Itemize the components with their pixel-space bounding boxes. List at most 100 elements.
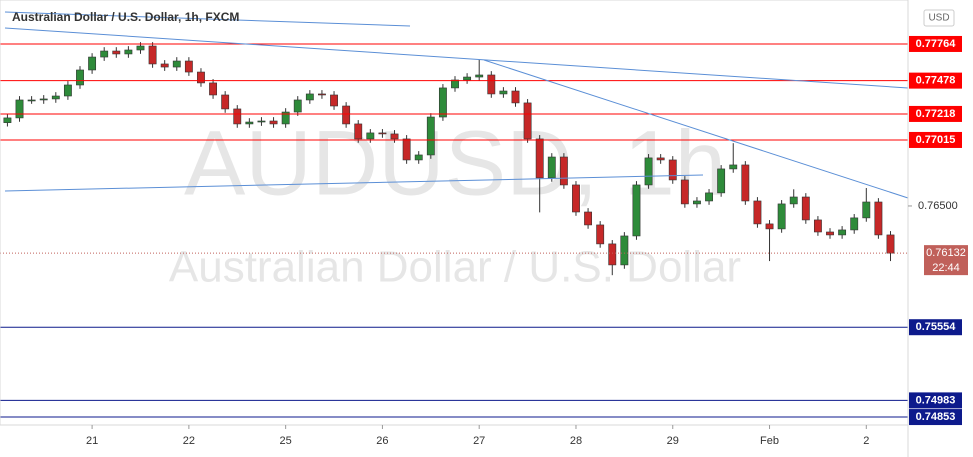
- x-tick-label: 27: [473, 435, 485, 447]
- candle-body: [559, 156, 568, 186]
- x-tick-label: 29: [667, 435, 679, 447]
- candle-body: [801, 196, 810, 221]
- candle-body: [438, 87, 447, 118]
- currency-label[interactable]: USD: [928, 13, 949, 24]
- candle-body: [596, 224, 605, 245]
- level-label: 0.77015: [916, 134, 956, 146]
- candle-body: [330, 94, 338, 107]
- candle-body: [765, 223, 774, 230]
- countdown-label: 22:44: [932, 262, 960, 274]
- x-tick-label: Feb: [760, 435, 779, 447]
- candle-body: [535, 138, 544, 179]
- candle-body: [76, 69, 84, 86]
- candle-body: [717, 168, 726, 194]
- candle-body: [233, 108, 242, 125]
- candle-body: [172, 60, 181, 68]
- candle-body: [27, 99, 36, 102]
- level-label: 0.74853: [916, 411, 956, 423]
- candle-body: [354, 123, 363, 140]
- candle-body: [584, 211, 593, 226]
- level-label-box: [909, 131, 962, 148]
- x-tick-label: 28: [570, 435, 582, 447]
- candle-body: [197, 71, 205, 84]
- candle-body: [245, 121, 254, 125]
- candle-body: [463, 76, 472, 81]
- candle-body: [838, 229, 847, 236]
- candle-body: [620, 235, 629, 266]
- level-label-box: [909, 409, 962, 426]
- candle-body: [269, 120, 278, 125]
- level-label: 0.74983: [916, 394, 956, 406]
- candle-body: [15, 99, 24, 119]
- candle-body: [632, 184, 641, 237]
- candle-body: [741, 164, 750, 202]
- candle-body: [63, 84, 72, 97]
- level-label: 0.77218: [916, 108, 956, 120]
- candle-body: [813, 219, 822, 233]
- candle-body: [511, 90, 520, 104]
- candle-body: [293, 99, 302, 113]
- candle-body: [136, 45, 145, 51]
- candle-body: [160, 63, 169, 68]
- candle-body: [656, 157, 665, 161]
- candle-body: [318, 93, 326, 96]
- candle-body: [644, 157, 653, 186]
- candle-body: [305, 93, 314, 101]
- level-label-box: [909, 35, 962, 52]
- candle-body: [184, 60, 193, 73]
- axes: 0.76500 21 22 25 26 27 28 29 Feb 2 0.77764 0.77478 0…: [86, 35, 968, 447]
- candle-body: [390, 133, 399, 140]
- candle-body: [487, 74, 496, 95]
- candle-body: [366, 132, 375, 140]
- candle-body: [753, 200, 762, 225]
- x-tick-label: 25: [280, 435, 292, 447]
- candle-body: [148, 45, 157, 65]
- candle-body: [100, 50, 109, 58]
- trend-lines: [4, 11, 909, 199]
- candle-body: [88, 56, 97, 71]
- trend-line: [4, 11, 411, 27]
- candle-body: [124, 49, 133, 55]
- candle-body: [414, 154, 423, 161]
- candle-body: [112, 50, 121, 55]
- currency-box[interactable]: [923, 9, 955, 27]
- candle-body: [572, 184, 580, 213]
- x-tick-label: 21: [86, 435, 98, 447]
- level-label: 0.75554: [916, 321, 957, 333]
- last-price-label: 0.76132: [926, 247, 966, 259]
- candle-body: [475, 74, 484, 78]
- candle-body: [451, 79, 459, 89]
- candle-body: [826, 231, 834, 236]
- candle-body: [499, 90, 508, 95]
- candle-body: [668, 159, 677, 181]
- candle-body: [221, 94, 230, 110]
- candle-body: [281, 111, 290, 125]
- candle-body: [680, 179, 689, 205]
- x-tick-label: 26: [376, 435, 388, 447]
- candle-body: [850, 217, 859, 231]
- level-label-box: [909, 392, 962, 409]
- trend-line: [4, 27, 909, 89]
- candle-body: [608, 243, 617, 266]
- candle-body: [426, 116, 435, 156]
- watermark-name: Australian Dollar / U.S. Dollar: [169, 243, 741, 292]
- level-label: 0.77478: [916, 75, 956, 87]
- candle-body: [886, 234, 895, 254]
- level-label-box: [909, 72, 962, 89]
- candle-body: [257, 120, 266, 123]
- candle-body: [378, 132, 387, 135]
- candle-body: [777, 203, 786, 230]
- candle-body: [874, 201, 883, 236]
- candle-body: [523, 102, 532, 140]
- chart-title: Australian Dollar / U.S. Dollar, 1h, FXC…: [12, 10, 239, 24]
- trend-line: [483, 59, 909, 199]
- candle-body: [705, 192, 713, 202]
- candle-body: [3, 117, 12, 123]
- candle-body: [402, 138, 411, 161]
- candle-body: [51, 95, 60, 100]
- x-tick-label: 2: [863, 435, 869, 447]
- level-label-box: [909, 319, 962, 336]
- level-label-box: [909, 105, 962, 122]
